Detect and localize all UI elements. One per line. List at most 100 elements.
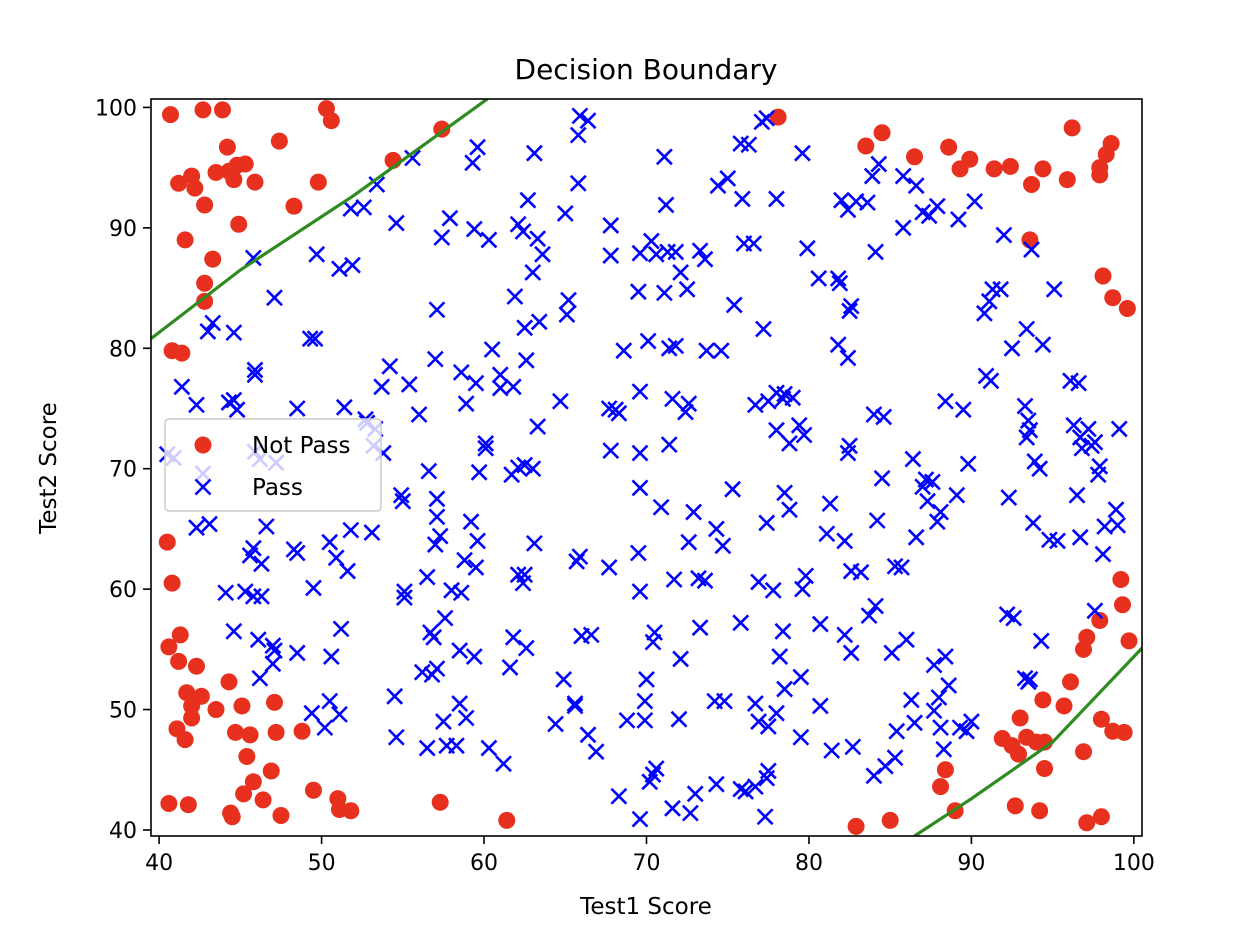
pass-point <box>932 503 949 521</box>
y-axis-label: Test2 Score <box>36 402 62 535</box>
not-pass-point <box>1097 145 1115 163</box>
not-pass-point <box>230 215 248 233</box>
pass-point <box>331 705 348 723</box>
pass-point <box>244 587 262 605</box>
pass-point <box>756 808 774 826</box>
pass-point <box>781 434 798 452</box>
not-pass-point <box>204 250 222 268</box>
pass-point <box>709 177 727 195</box>
pass-point <box>441 209 459 227</box>
pass-point <box>436 609 454 627</box>
pass-point <box>724 480 742 498</box>
pass-point <box>797 567 815 585</box>
pass-point <box>883 644 901 662</box>
pass-point <box>636 711 654 729</box>
pass-point <box>657 196 675 214</box>
pass-point <box>907 177 925 195</box>
pass-point <box>745 235 763 252</box>
pass-point <box>836 626 854 644</box>
pass-point <box>392 486 410 504</box>
pass-point <box>1079 420 1097 438</box>
pass-point <box>629 283 647 301</box>
not-pass-point <box>270 132 288 150</box>
pass-point <box>1071 528 1089 546</box>
pass-point <box>1094 545 1112 563</box>
pass-point <box>327 549 345 567</box>
pass-point <box>566 697 584 715</box>
pass-point <box>924 473 941 491</box>
pass-point <box>966 192 984 210</box>
pass-point <box>303 704 321 722</box>
pass-point <box>529 418 547 435</box>
not-pass-point <box>213 101 231 119</box>
pass-point <box>660 436 678 454</box>
not-pass-point <box>196 196 214 214</box>
legend: Not Pass Pass <box>164 418 382 512</box>
pass-point <box>462 513 480 531</box>
pass-point <box>368 176 386 193</box>
pass-point <box>818 525 836 543</box>
not-pass-point <box>1075 743 1093 761</box>
pass-point <box>1086 602 1104 620</box>
not-pass-point <box>873 124 891 142</box>
pass-point <box>982 372 1000 390</box>
pass-point <box>451 642 469 659</box>
pass-point <box>204 314 222 332</box>
pass-point <box>811 615 829 633</box>
pass-point <box>516 566 534 584</box>
legend-not-pass-label: Not Pass <box>252 433 351 459</box>
pass-point <box>686 785 704 803</box>
pass-point <box>732 780 750 798</box>
pass-point <box>836 532 854 550</box>
not-pass-point <box>207 163 225 181</box>
pass-point <box>288 644 306 662</box>
pass-point <box>707 775 725 793</box>
pass-point <box>725 296 743 314</box>
pass-point <box>428 301 446 319</box>
pass-point <box>771 648 789 665</box>
pass-point <box>469 138 486 156</box>
pass-point <box>928 513 946 531</box>
pass-point <box>387 214 405 232</box>
chart-title: Decision Boundary <box>515 53 778 86</box>
pass-point <box>225 622 243 640</box>
pass-point <box>860 607 878 625</box>
pass-point <box>509 566 527 584</box>
pass-point <box>1083 437 1101 455</box>
pass-point <box>631 444 649 462</box>
pass-point <box>784 389 802 407</box>
pass-point <box>842 562 860 580</box>
pass-point <box>659 243 677 261</box>
pass-point <box>615 342 633 360</box>
pass-point <box>249 631 267 649</box>
pass-point <box>418 739 436 757</box>
y-tick-label: 50 <box>109 699 137 724</box>
pass-point <box>750 573 768 591</box>
pass-point <box>285 540 303 558</box>
not-pass-point <box>1091 166 1109 184</box>
not-pass-point <box>196 292 214 310</box>
pass-point <box>501 658 519 676</box>
pass-point <box>841 302 858 320</box>
pass-point <box>236 583 254 600</box>
pass-point <box>644 633 662 651</box>
pass-point <box>1065 416 1083 434</box>
x-tick-label: 100 <box>1113 851 1155 876</box>
pass-point <box>839 349 857 367</box>
pass-point <box>506 288 524 305</box>
not-pass-point <box>225 171 243 189</box>
not-pass-point <box>936 761 954 779</box>
pass-point <box>919 492 936 510</box>
pass-point <box>457 395 475 413</box>
pass-point <box>774 622 792 640</box>
pass-point <box>509 215 527 233</box>
pass-point <box>888 722 906 740</box>
y-tick-label: 40 <box>109 819 137 844</box>
pass-point <box>691 619 709 637</box>
pass-point <box>1024 514 1042 532</box>
pass-point <box>426 536 444 553</box>
not-pass-point <box>186 179 204 197</box>
not-pass-point <box>285 197 303 215</box>
pass-point <box>201 515 218 533</box>
pass-point <box>517 639 535 657</box>
